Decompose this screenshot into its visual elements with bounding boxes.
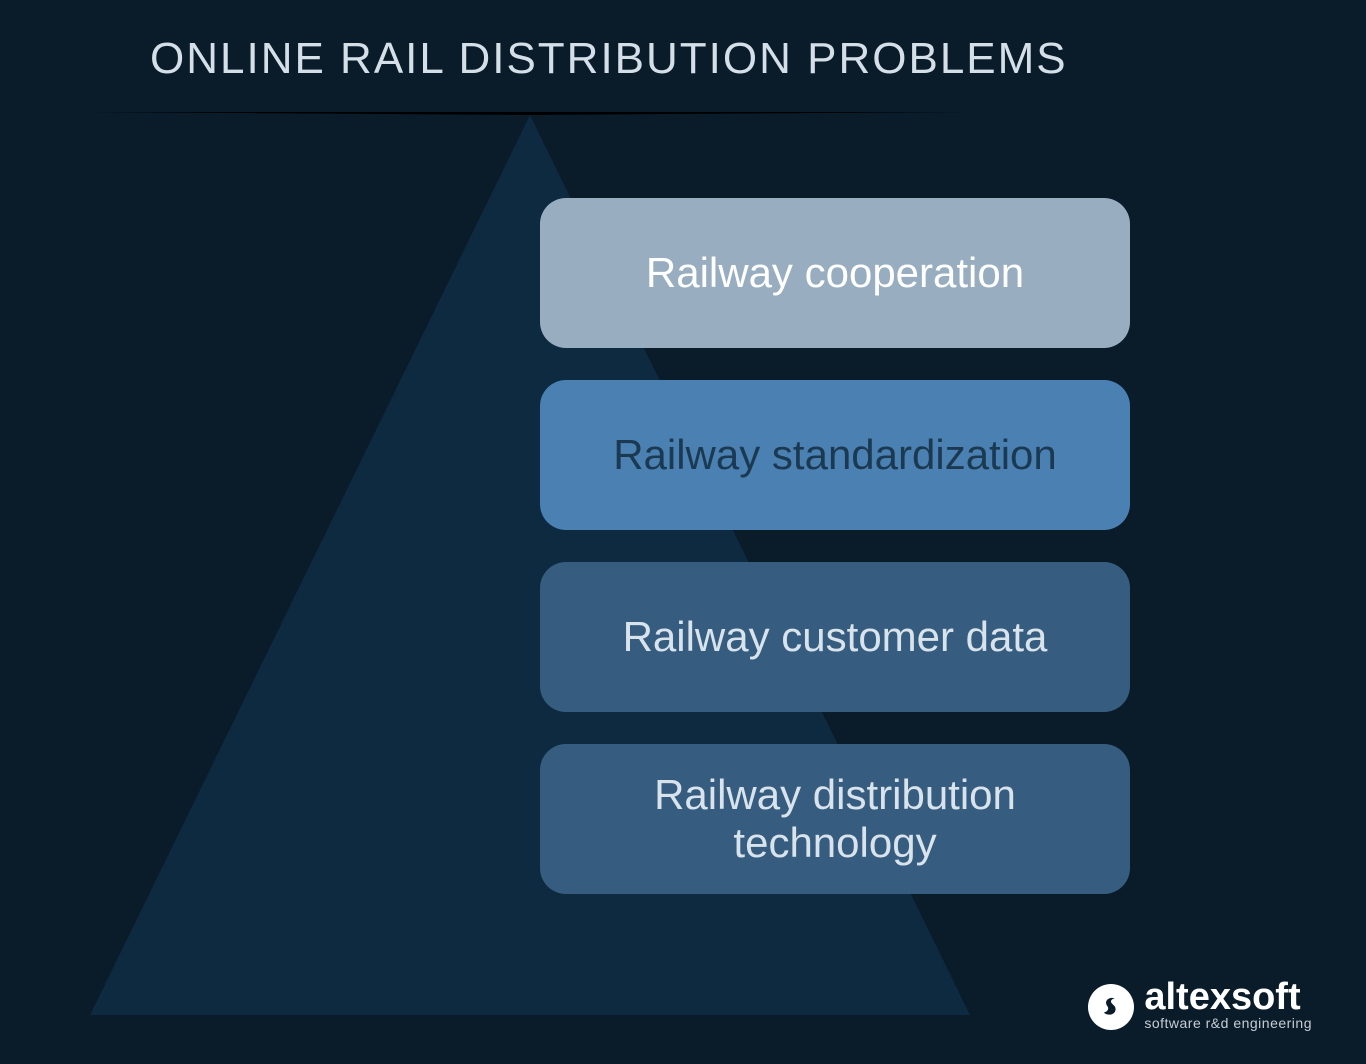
tile-distribution-technology: Railway distribution technology — [540, 744, 1130, 894]
tile-label: Railway standardization — [613, 431, 1057, 479]
brand-logo: altexsoft software r&d engineering — [1088, 978, 1312, 1030]
logo-mark-icon — [1088, 984, 1134, 1030]
tile-label: Railway customer data — [623, 613, 1048, 661]
logo-text: altexsoft software r&d engineering — [1144, 978, 1312, 1030]
logo-word: altexsoft — [1144, 978, 1300, 1016]
tile-label: Railway distribution technology — [564, 771, 1106, 868]
tile-label: Railway cooperation — [646, 249, 1024, 297]
tile-customer-data: Railway customer data — [540, 562, 1130, 712]
infographic-canvas: ONLINE RAIL DISTRIBUTION PROBLEMS Railwa… — [0, 0, 1366, 1064]
logo-swirl-icon — [1100, 996, 1122, 1018]
tile-standardization: Railway standardization — [540, 380, 1130, 530]
logo-tagline: software r&d engineering — [1144, 1016, 1312, 1030]
page-title: ONLINE RAIL DISTRIBUTION PROBLEMS — [150, 34, 1068, 84]
tile-cooperation: Railway cooperation — [540, 198, 1130, 348]
